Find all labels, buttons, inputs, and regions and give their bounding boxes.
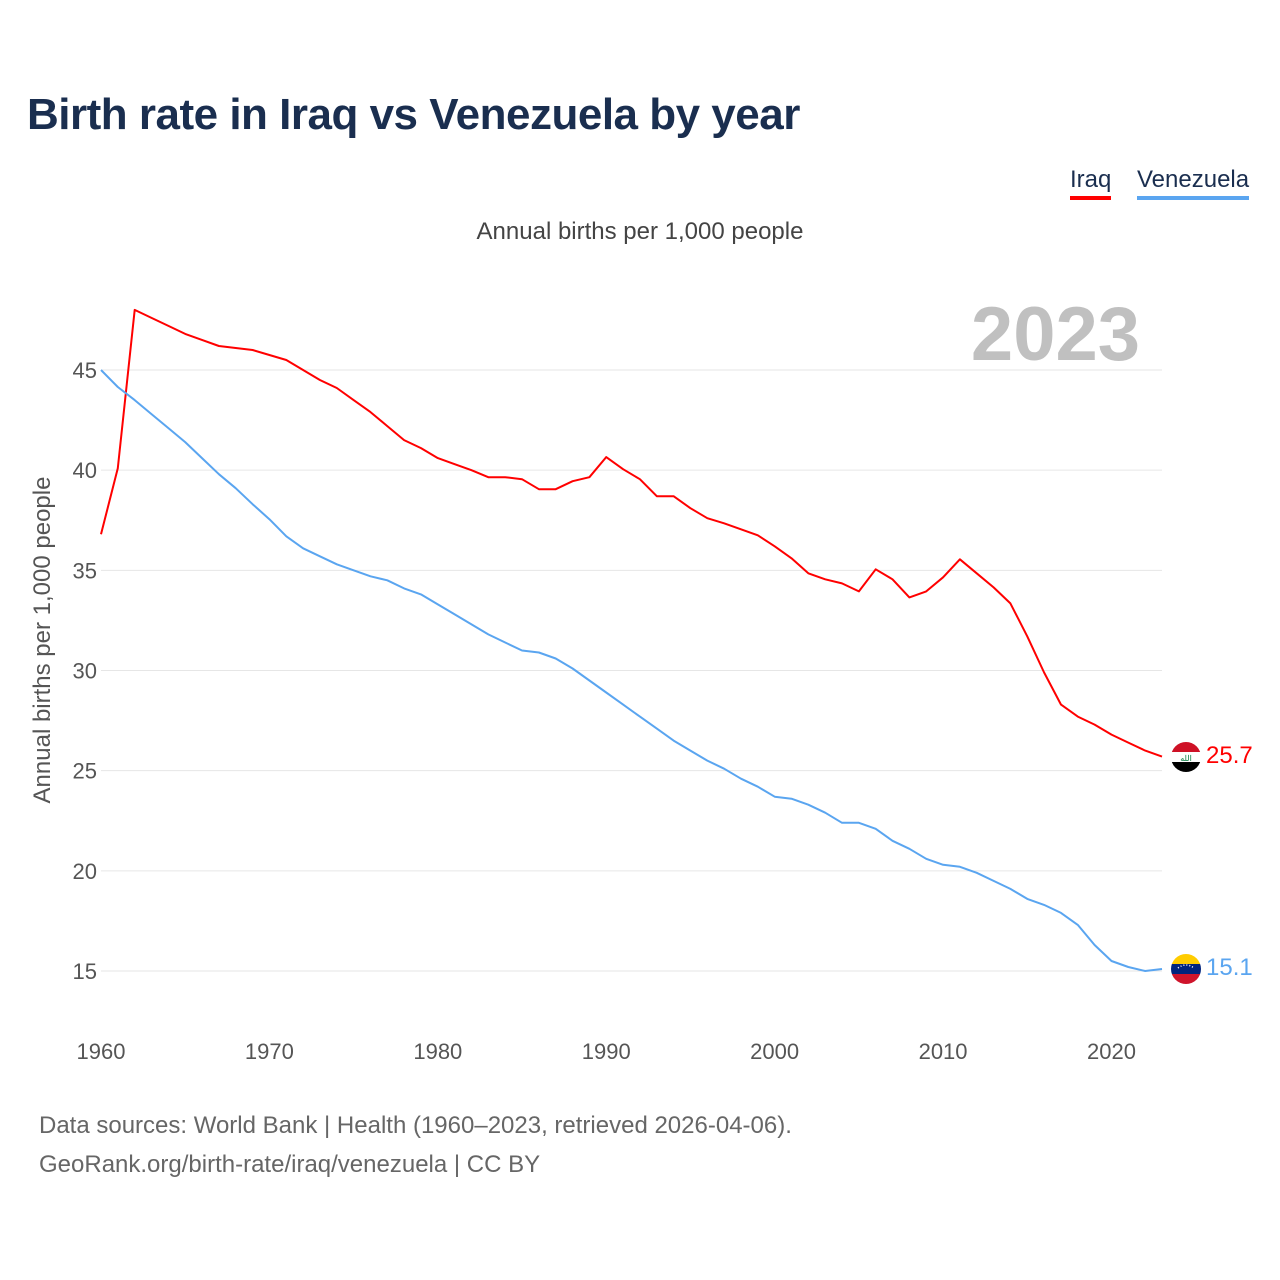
- chart-title: Birth rate in Iraq vs Venezuela by year: [27, 90, 800, 139]
- x-tick-label: 1970: [245, 1039, 294, 1064]
- series-line-venezuela: [100, 369, 1163, 972]
- x-tick-label: 2000: [750, 1039, 799, 1064]
- y-tick-label: 25: [73, 759, 97, 784]
- year-watermark: 2023: [971, 292, 1140, 377]
- source-note: Data sources: World Bank | Health (1960–…: [39, 1106, 792, 1184]
- x-tick-label: 1960: [77, 1039, 126, 1064]
- source-line-1: Data sources: World Bank | Health (1960–…: [39, 1112, 792, 1139]
- svg-text:الله: الله: [1180, 754, 1192, 763]
- x-tick-label: 1990: [582, 1039, 631, 1064]
- source-line-2[interactable]: GeoRank.org/birth-rate/iraq/venezuela | …: [39, 1151, 541, 1178]
- legend-venezuela[interactable]: Venezuela: [1137, 166, 1250, 200]
- x-tick-label: 1980: [413, 1039, 462, 1064]
- y-tick-label: 15: [73, 959, 97, 984]
- venezuela-end-label: 15.1: [1206, 954, 1253, 981]
- x-tick-label: 2020: [1087, 1039, 1136, 1064]
- iraq-end-label: 25.7: [1206, 742, 1253, 769]
- y-tick-label: 30: [73, 659, 97, 684]
- y-axis-label: Annual births per 1,000 people: [29, 477, 56, 804]
- venezuela-flag-icon: [1171, 954, 1201, 984]
- y-tick-label: 45: [73, 358, 97, 383]
- y-tick-label: 40: [73, 458, 97, 483]
- chart-subtitle: Annual births per 1,000 people: [476, 218, 804, 245]
- y-tick-label: 20: [73, 859, 97, 884]
- series-line-iraq: [100, 308, 1163, 758]
- iraq-flag-icon: الله: [1171, 742, 1201, 772]
- x-tick-label: 2010: [919, 1039, 968, 1064]
- legend-iraq[interactable]: Iraq: [1070, 166, 1112, 200]
- y-tick-label: 35: [73, 558, 97, 583]
